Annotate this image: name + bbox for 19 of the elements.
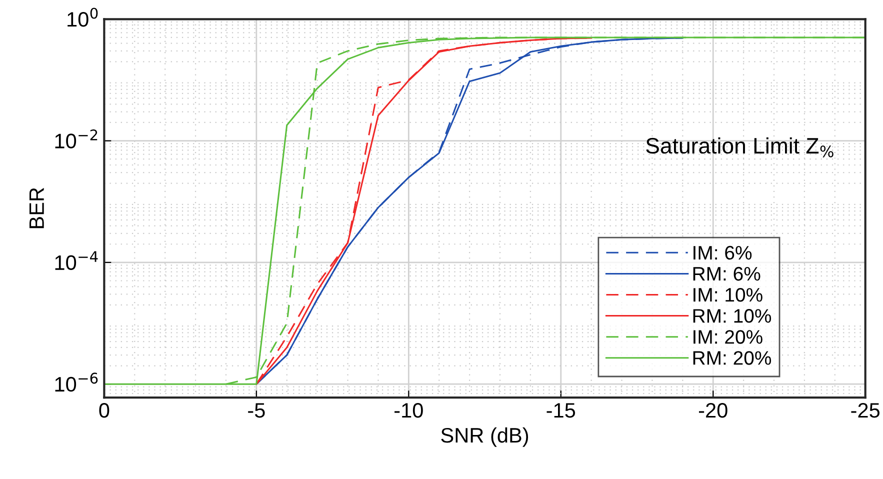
x-tick-label: -25 — [851, 402, 880, 418]
x-tick-label: -15 — [546, 403, 576, 418]
legend-label: IM: 6% — [694, 246, 752, 260]
y-tick-label: 10$^{−6}$ — [55, 372, 98, 392]
legend-label: IM: 20% — [694, 330, 762, 344]
x-tick-label: -5 — [248, 403, 265, 418]
legend-label: RM: 6% — [693, 266, 760, 281]
annotation: Saturation Limit Z$_{%}$ — [646, 137, 834, 158]
y-tick-label: 10$^{−4}$ — [55, 251, 98, 270]
x-tick-label: 0 — [99, 402, 110, 418]
y-tick-label: 10$^{0}$ — [68, 8, 98, 27]
x-axis-title: SNR (dB) — [441, 427, 528, 447]
x-tick-label: -20 — [698, 402, 728, 418]
legend-label: IM: 10% — [694, 288, 762, 302]
legend-label: RM: 20% — [693, 351, 772, 365]
y-axis-title: BER — [29, 188, 44, 228]
legend-label: RM: 10% — [693, 309, 772, 323]
y-tick-label: 10$^{−2}$ — [55, 129, 98, 148]
x-tick-label: -10 — [394, 402, 423, 418]
